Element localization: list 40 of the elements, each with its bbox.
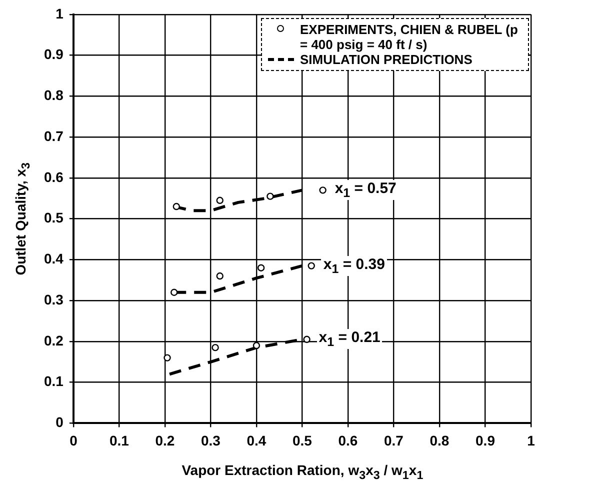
x-tick-label: 0.4 <box>246 432 266 448</box>
point <box>266 192 274 200</box>
point <box>212 344 219 352</box>
point <box>303 336 310 343</box>
x-tick-label: 0.1 <box>109 432 130 448</box>
point <box>252 342 260 350</box>
y-tick-label: 0.3 <box>44 291 64 308</box>
y-tick-label: 0.4 <box>44 250 64 267</box>
legend-label: EXPERIMENTS, CHIEN & RUBEL (p = 400 psig = 40 ft / s) <box>300 22 519 52</box>
x-tick-label: 1 <box>527 432 536 448</box>
point <box>308 262 315 270</box>
y-tick-label: 0.6 <box>44 168 64 185</box>
point <box>319 186 326 194</box>
x-tick-label: 0.6 <box>338 432 358 448</box>
point <box>216 272 224 280</box>
point <box>257 264 265 272</box>
y-tick-label: 0.2 <box>44 332 64 348</box>
x-tick-label: 0.9 <box>476 432 496 448</box>
annotation: x$_{1}$ = 0.57 <box>332 180 398 200</box>
y-tick-label: 0.5 <box>44 210 64 226</box>
y-tick-label: 0 <box>56 414 64 430</box>
annotation: x$_{1}$ = 0.39 <box>321 256 387 276</box>
y-tick-label: 0.7 <box>44 128 64 144</box>
x-tick-label: 0.2 <box>155 432 175 448</box>
x-tick-label: 0.5 <box>292 432 312 448</box>
x-axis-title: Vapor Extraction Ration, w$_{3}$x$_{3}$ / w$_{1}$x$_{1}$ <box>182 462 424 482</box>
x-tick-label: 0.3 <box>200 432 221 448</box>
y-tick-label: 1 <box>56 5 64 22</box>
y-tick-label: 0.8 <box>44 87 64 104</box>
annotation: x$_{1}$ = 0.21 <box>316 329 382 350</box>
point <box>164 354 171 362</box>
x-tick-label: 0 <box>70 432 78 448</box>
x-tick-label: 0.8 <box>430 432 450 448</box>
point <box>170 288 178 296</box>
y-tick-label: 0.1 <box>44 373 64 390</box>
point <box>172 202 180 210</box>
point <box>216 196 224 204</box>
y-tick-label: 0.9 <box>44 46 64 62</box>
legend-label: SIMULATION PREDICTIONS <box>300 52 472 68</box>
x-tick-label: 0.7 <box>384 432 404 448</box>
